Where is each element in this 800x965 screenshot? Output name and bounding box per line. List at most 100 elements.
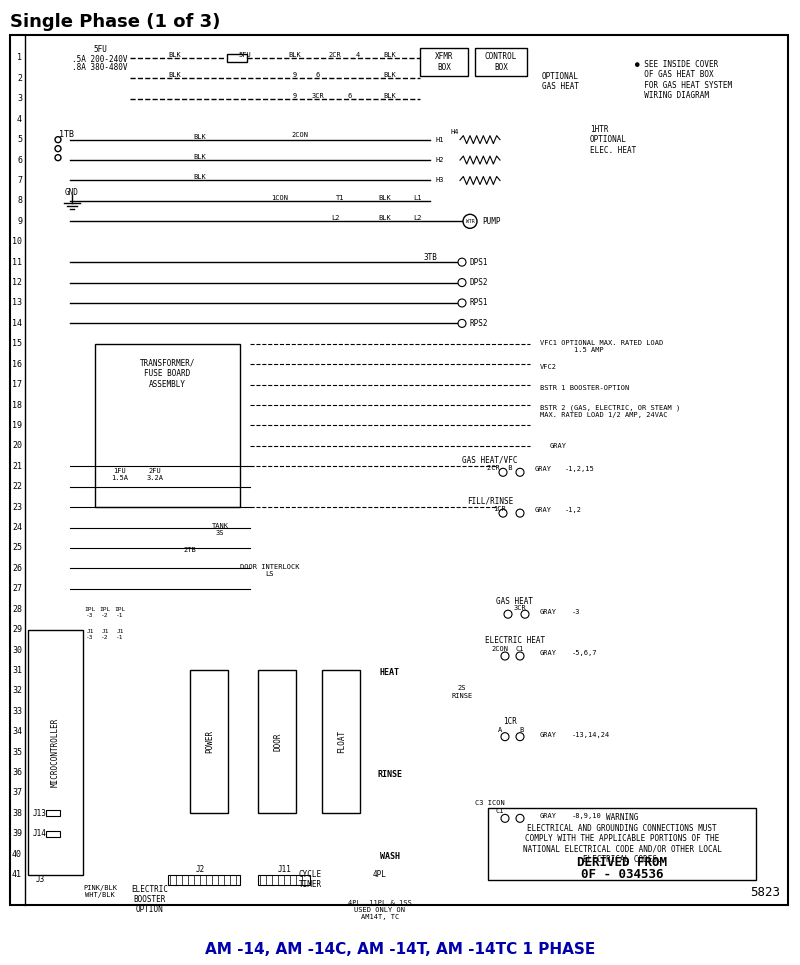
Text: 2FU
3.2A: 2FU 3.2A: [146, 468, 163, 481]
Text: 3CR: 3CR: [514, 605, 526, 611]
Text: VFC2: VFC2: [540, 364, 557, 371]
Text: J3: J3: [35, 875, 45, 884]
Text: 32: 32: [12, 686, 22, 696]
Text: XFMR
BOX: XFMR BOX: [434, 52, 454, 71]
Text: 33: 33: [12, 706, 22, 716]
Text: 2S: 2S: [458, 685, 466, 691]
Text: BLK: BLK: [169, 52, 182, 58]
Bar: [46, 811, 60, 816]
Bar: [190, 671, 228, 813]
Text: 2CR  B: 2CR B: [487, 465, 513, 471]
Text: BSTR 1 BOOSTER-OPTION: BSTR 1 BOOSTER-OPTION: [540, 385, 630, 391]
Text: 10: 10: [12, 237, 22, 246]
Text: 30: 30: [12, 646, 22, 654]
Text: -8,9,10: -8,9,10: [572, 813, 602, 819]
Text: 14: 14: [12, 318, 22, 328]
Bar: [28, 629, 83, 874]
Text: 1CON: 1CON: [271, 195, 289, 201]
Text: C1: C1: [496, 809, 504, 814]
Text: GAS HEAT: GAS HEAT: [497, 596, 534, 606]
Text: RINSE: RINSE: [451, 693, 473, 699]
Text: 2TB: 2TB: [184, 547, 196, 553]
Text: 1FU
1.5A: 1FU 1.5A: [111, 468, 129, 481]
Text: 5FU: 5FU: [238, 52, 251, 58]
Text: 18: 18: [12, 400, 22, 409]
Bar: [420, 48, 468, 76]
Text: TRANSFORMER/
FUSE BOARD
ASSEMBLY: TRANSFORMER/ FUSE BOARD ASSEMBLY: [140, 359, 195, 389]
Text: 1HTR
OPTIONAL
ELEC. HEAT: 1HTR OPTIONAL ELEC. HEAT: [590, 124, 636, 154]
Text: 6: 6: [348, 93, 352, 98]
Text: PUMP: PUMP: [482, 217, 501, 226]
Text: 1TB: 1TB: [59, 130, 74, 139]
Text: DOOR INTERLOCK
LS: DOOR INTERLOCK LS: [240, 564, 300, 577]
Text: BLK: BLK: [384, 93, 396, 98]
Bar: [46, 831, 60, 837]
Text: 1CR: 1CR: [494, 506, 506, 512]
Text: L2: L2: [414, 215, 422, 221]
Text: RPS2: RPS2: [470, 318, 489, 328]
Text: J1
-2: J1 -2: [102, 629, 109, 640]
Text: 37: 37: [12, 788, 22, 797]
Text: 40: 40: [12, 849, 22, 859]
Text: 20: 20: [12, 441, 22, 451]
Text: GRAY: GRAY: [550, 443, 567, 449]
Text: DPS1: DPS1: [470, 258, 489, 266]
Text: GRAY: GRAY: [540, 609, 557, 616]
Text: Single Phase (1 of 3): Single Phase (1 of 3): [10, 13, 220, 31]
Text: H2: H2: [435, 157, 443, 163]
Text: BLK: BLK: [384, 72, 396, 78]
Text: WASH: WASH: [380, 852, 400, 861]
Text: H4: H4: [450, 128, 459, 135]
Text: 31: 31: [12, 666, 22, 675]
Text: -3: -3: [572, 609, 581, 616]
Text: FILL/RINSE: FILL/RINSE: [467, 497, 513, 506]
Text: BLK: BLK: [289, 52, 302, 58]
Text: 11: 11: [12, 258, 22, 266]
Text: 1CR: 1CR: [503, 717, 517, 727]
Text: BLK: BLK: [169, 72, 182, 78]
Text: 23: 23: [12, 503, 22, 511]
Text: IPL
-3: IPL -3: [84, 607, 96, 618]
Text: 5: 5: [17, 135, 22, 144]
Text: T1: T1: [336, 195, 344, 201]
Text: VFC1 OPTIONAL MAX. RATED LOAD
        1.5 AMP: VFC1 OPTIONAL MAX. RATED LOAD 1.5 AMP: [540, 341, 663, 353]
Text: GRAY: GRAY: [540, 813, 557, 819]
Text: 24: 24: [12, 523, 22, 532]
Text: 4PL, 11PL & 1SS
USED ONLY ON
AM14T, TC: 4PL, 11PL & 1SS USED ONLY ON AM14T, TC: [348, 899, 412, 920]
Text: 39: 39: [12, 829, 22, 839]
Bar: [227, 54, 247, 62]
Text: FLOAT: FLOAT: [338, 731, 346, 754]
Text: 2: 2: [17, 74, 22, 83]
Text: HEAT: HEAT: [380, 668, 400, 676]
Text: MAX. RATED LOAD 1/2 AMP, 24VAC: MAX. RATED LOAD 1/2 AMP, 24VAC: [540, 412, 667, 418]
Text: 27: 27: [12, 584, 22, 593]
Text: BLK: BLK: [384, 52, 396, 58]
Text: CYCLE
TIMER: CYCLE TIMER: [298, 869, 322, 889]
Text: DPS2: DPS2: [470, 278, 489, 287]
Text: RINSE: RINSE: [378, 770, 402, 779]
Text: L2: L2: [330, 215, 339, 221]
Bar: [475, 48, 527, 76]
Text: J1
-1: J1 -1: [116, 629, 124, 640]
Text: 2CON: 2CON: [491, 646, 509, 652]
Text: AM -14, AM -14C, AM -14T, AM -14TC 1 PHASE: AM -14, AM -14C, AM -14T, AM -14TC 1 PHA…: [205, 943, 595, 957]
Text: 4: 4: [356, 52, 360, 58]
Text: 26: 26: [12, 564, 22, 573]
Text: OPTIONAL
GAS HEAT: OPTIONAL GAS HEAT: [542, 71, 578, 91]
Text: DOOR: DOOR: [274, 732, 282, 751]
Text: A: A: [498, 727, 502, 732]
Bar: [258, 671, 296, 813]
Text: J11: J11: [278, 865, 292, 874]
Text: B: B: [520, 727, 524, 732]
Text: 9: 9: [293, 72, 297, 78]
Text: IPL
-2: IPL -2: [99, 607, 110, 618]
Text: 4: 4: [17, 115, 22, 124]
Text: 6: 6: [316, 72, 320, 78]
Text: C3 ICON: C3 ICON: [475, 800, 505, 807]
Text: -1,2: -1,2: [565, 508, 582, 513]
Text: 17: 17: [12, 380, 22, 389]
Text: 5823: 5823: [750, 887, 780, 899]
Text: ELECTRIC HEAT: ELECTRIC HEAT: [485, 636, 545, 645]
Text: -13,14,24: -13,14,24: [572, 731, 610, 737]
Text: 6: 6: [17, 155, 22, 165]
